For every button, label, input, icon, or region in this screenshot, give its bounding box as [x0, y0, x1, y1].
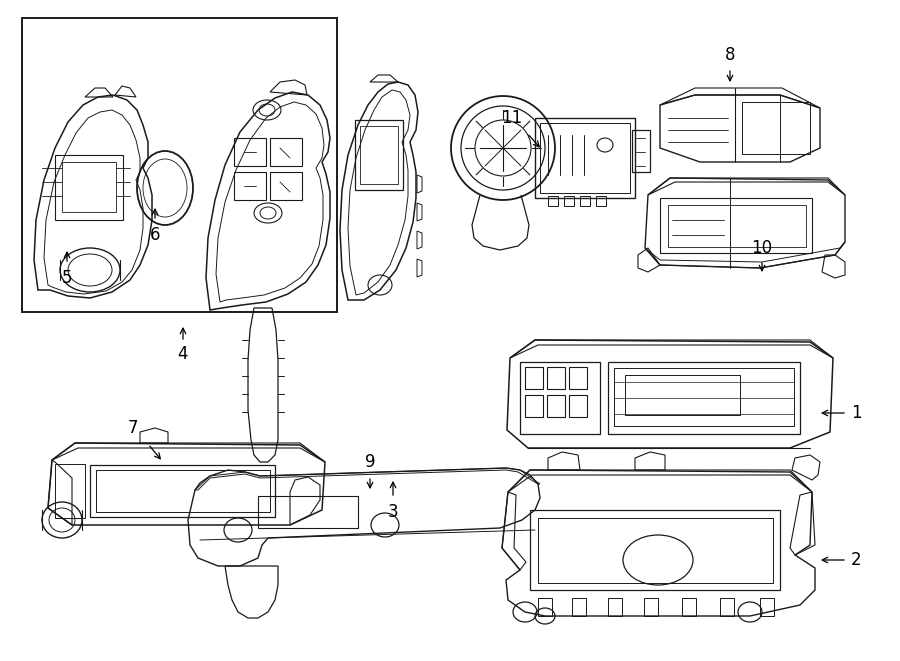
Bar [608, 598, 622, 616]
Bar [596, 196, 606, 206]
Bar [569, 395, 587, 417]
Bar [530, 510, 780, 590]
Text: 1: 1 [850, 404, 861, 422]
Bar [538, 518, 773, 583]
Bar [96, 470, 270, 512]
Text: 2: 2 [850, 551, 861, 569]
Bar [360, 126, 398, 184]
Bar [660, 198, 812, 253]
Bar [564, 196, 574, 206]
Bar [547, 395, 565, 417]
Bar [234, 138, 266, 166]
Bar [742, 102, 810, 154]
Text: 7: 7 [128, 419, 139, 437]
Text: 9: 9 [364, 453, 375, 471]
Bar [525, 395, 543, 417]
Bar [608, 362, 800, 434]
Bar [540, 123, 630, 193]
Bar [580, 196, 590, 206]
Bar [355, 120, 403, 190]
Text: 4: 4 [178, 345, 188, 363]
Text: 11: 11 [501, 109, 523, 127]
Bar [234, 172, 266, 200]
Bar [625, 375, 740, 415]
Bar [55, 464, 85, 518]
Bar [55, 155, 123, 220]
Text: 6: 6 [149, 226, 160, 244]
Bar [520, 362, 600, 434]
Bar [547, 367, 565, 389]
Bar [569, 367, 587, 389]
Bar [270, 172, 302, 200]
Bar [22, 18, 337, 312]
Bar [720, 598, 734, 616]
Text: 5: 5 [62, 269, 72, 287]
Bar [525, 367, 543, 389]
Bar [632, 130, 650, 172]
Text: 8: 8 [724, 46, 735, 64]
Bar [572, 598, 586, 616]
Text: 10: 10 [752, 239, 772, 257]
Bar [62, 162, 116, 212]
Bar [90, 465, 275, 517]
Bar [668, 205, 806, 247]
Bar [535, 118, 635, 198]
Bar [682, 598, 696, 616]
Bar [614, 368, 794, 426]
Text: 3: 3 [388, 503, 399, 521]
Bar [548, 196, 558, 206]
Bar [644, 598, 658, 616]
Bar [760, 598, 774, 616]
Bar [270, 138, 302, 166]
Bar [258, 496, 358, 528]
Bar [538, 598, 552, 616]
